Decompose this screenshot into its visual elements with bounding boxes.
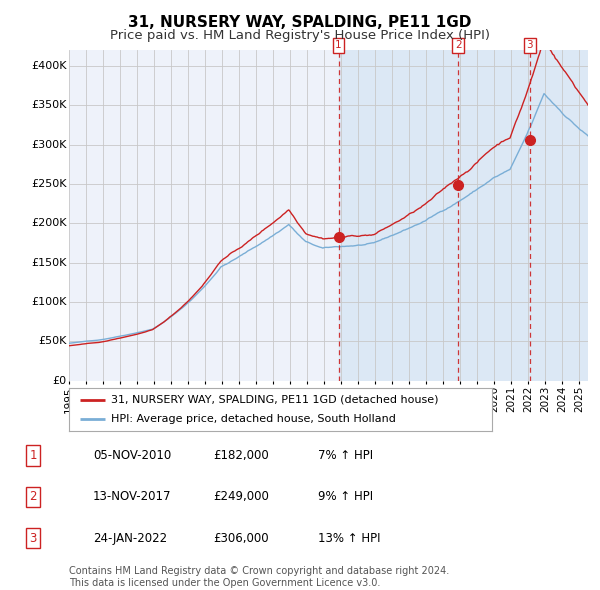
Text: This data is licensed under the Open Government Licence v3.0.: This data is licensed under the Open Gov… <box>69 578 380 588</box>
Text: 1: 1 <box>335 40 342 50</box>
Text: £300K: £300K <box>31 140 67 149</box>
Text: £200K: £200K <box>31 218 67 228</box>
Text: 7% ↑ HPI: 7% ↑ HPI <box>318 449 373 462</box>
Text: £150K: £150K <box>31 258 67 267</box>
Text: 24-JAN-2022: 24-JAN-2022 <box>93 532 167 545</box>
Text: £182,000: £182,000 <box>213 449 269 462</box>
Text: Price paid vs. HM Land Registry's House Price Index (HPI): Price paid vs. HM Land Registry's House … <box>110 30 490 42</box>
Text: £100K: £100K <box>31 297 67 307</box>
Text: 05-NOV-2010: 05-NOV-2010 <box>93 449 171 462</box>
Text: 3: 3 <box>526 40 533 50</box>
Text: £50K: £50K <box>38 336 67 346</box>
Text: 13-NOV-2017: 13-NOV-2017 <box>93 490 172 503</box>
Text: 1: 1 <box>29 449 37 462</box>
Text: £350K: £350K <box>31 100 67 110</box>
Text: 3: 3 <box>29 532 37 545</box>
Text: 31, NURSERY WAY, SPALDING, PE11 1GD: 31, NURSERY WAY, SPALDING, PE11 1GD <box>128 15 472 30</box>
Text: Contains HM Land Registry data © Crown copyright and database right 2024.: Contains HM Land Registry data © Crown c… <box>69 566 449 576</box>
Text: 31, NURSERY WAY, SPALDING, PE11 1GD (detached house): 31, NURSERY WAY, SPALDING, PE11 1GD (det… <box>112 395 439 405</box>
Text: £0: £0 <box>52 376 67 385</box>
Text: 2: 2 <box>29 490 37 503</box>
Bar <box>338 50 588 381</box>
Text: £400K: £400K <box>31 61 67 71</box>
Text: £250K: £250K <box>31 179 67 189</box>
Text: 13% ↑ HPI: 13% ↑ HPI <box>318 532 380 545</box>
Text: £249,000: £249,000 <box>213 490 269 503</box>
Text: 9% ↑ HPI: 9% ↑ HPI <box>318 490 373 503</box>
Text: 2: 2 <box>455 40 461 50</box>
Text: HPI: Average price, detached house, South Holland: HPI: Average price, detached house, Sout… <box>112 414 396 424</box>
Text: £306,000: £306,000 <box>213 532 269 545</box>
